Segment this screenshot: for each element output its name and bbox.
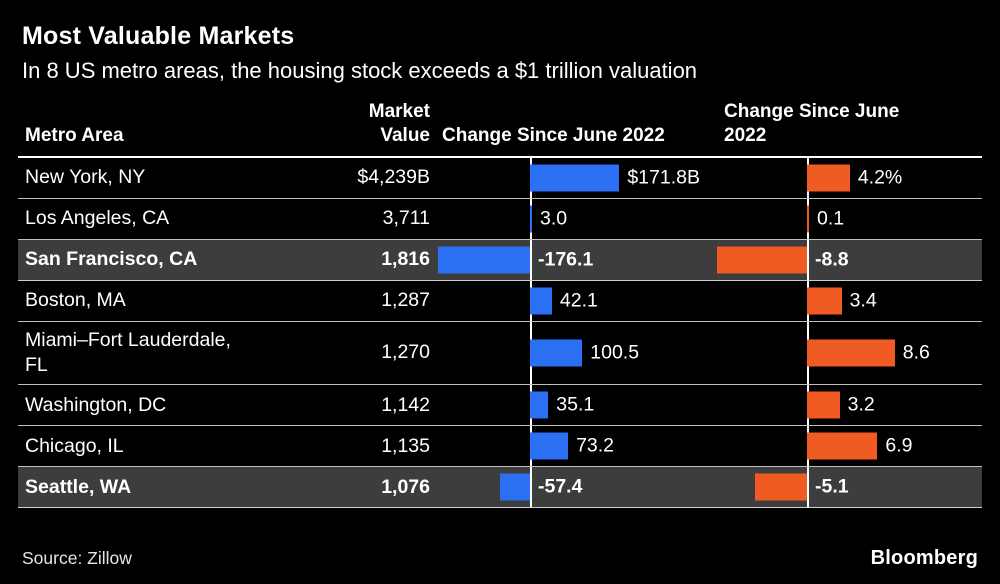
percent-change-bar (807, 432, 878, 460)
table-row: Chicago, IL 1,135 73.2 6.9 (18, 426, 982, 468)
percent-change-cell: 3.4 (702, 280, 982, 321)
percent-change-cell: -5.1 (702, 467, 982, 508)
col-header-market-value-line1: Market (368, 101, 430, 122)
market-value: 1,287 (381, 288, 430, 311)
dollar-change-cell: $171.8B (430, 157, 702, 198)
dollar-change-cell: 3.0 (430, 198, 702, 239)
dollar-change-cell: 42.1 (430, 280, 702, 321)
chart-header: Most Valuable Markets In 8 US metro area… (0, 0, 1000, 90)
bloomberg-logo: Bloomberg (870, 547, 978, 569)
col-header-metro-area: Metro Area (25, 125, 124, 147)
metro-label: San Francisco, CA (25, 247, 198, 270)
metro-label: Miami–Fort Lauderdale, FL (25, 328, 231, 376)
percent-change-label: 3.4 (849, 289, 877, 312)
percent-change-bar (807, 205, 809, 233)
percent-change-label: 3.2 (847, 393, 875, 416)
dollar-change-bar (530, 287, 552, 315)
chart: Most Valuable Markets In 8 US metro area… (0, 0, 1000, 569)
col-header-market-value-line2: Value (380, 125, 430, 147)
percent-change-bar (807, 339, 895, 367)
col-header-market-value: Market Value (318, 100, 430, 149)
market-value: 1,270 (381, 341, 430, 364)
col-header-dollar-change: Change Since June 2022 (442, 125, 665, 147)
dollar-change-cell: 100.5 (430, 321, 702, 385)
percent-change-bar (807, 287, 842, 315)
dollar-change-bar (530, 205, 532, 233)
table-row: Washington, DC 1,142 35.1 3.2 (18, 385, 982, 427)
dollar-change-label: 35.1 (556, 393, 595, 416)
chart-footer: Source: Zillow Bloomberg (22, 547, 978, 570)
chart-title: Most Valuable Markets (22, 22, 295, 50)
table-row: Boston, MA 1,287 42.1 3.4 (18, 280, 982, 322)
percent-change-cell: 3.2 (702, 385, 982, 426)
dollar-change-label: -57.4 (538, 475, 583, 498)
table-row: Miami–Fort Lauderdale, FL 1,270 100.5 8.… (18, 321, 982, 386)
percent-change-label: 6.9 (885, 434, 913, 457)
market-value: 1,135 (381, 434, 430, 457)
percent-change-label: -5.1 (815, 475, 849, 498)
data-table: Metro Area Market Value Change Since Jun… (18, 100, 982, 509)
metro-label: New York, NY (25, 165, 146, 188)
table-row: New York, NY $4,239B $171.8B 4.2% (18, 157, 982, 199)
market-value: 1,142 (381, 393, 430, 416)
percent-change-bar (717, 246, 807, 274)
table-row: Los Angeles, CA 3,711 3.0 0.1 (18, 198, 982, 240)
percent-change-label: 4.2% (857, 166, 903, 189)
percent-change-label: 8.6 (902, 341, 930, 364)
col-header-percent-change: Change Since June 2022 (724, 101, 900, 147)
market-value: $4,239B (357, 165, 430, 188)
dollar-change-cell: 73.2 (430, 426, 702, 467)
percent-change-cell: -8.8 (702, 239, 982, 280)
market-value: 1,816 (381, 247, 430, 270)
percent-change-bar (754, 473, 807, 501)
market-value: 3,711 (382, 206, 430, 229)
dollar-change-cell: 35.1 (430, 385, 702, 426)
dollar-change-label: -176.1 (538, 248, 594, 271)
dollar-change-label: 42.1 (559, 289, 598, 312)
chart-subtitle: In 8 US metro areas, the housing stock e… (22, 58, 698, 83)
metro-label: Los Angeles, CA (25, 206, 170, 229)
table-row: Seattle, WA 1,076 -57.4 -5.1 (18, 467, 982, 509)
dollar-change-label: $171.8B (627, 166, 700, 189)
dollar-change-bar (438, 246, 530, 274)
dollar-change-label: 73.2 (576, 434, 615, 457)
dollar-change-cell: -176.1 (430, 239, 702, 280)
percent-change-label: -8.8 (815, 248, 849, 271)
dollar-change-bar (530, 164, 620, 192)
percent-change-cell: 6.9 (702, 426, 982, 467)
metro-label: Chicago, IL (25, 434, 124, 457)
market-value: 1,076 (381, 475, 430, 498)
metro-label: Seattle, WA (25, 475, 132, 498)
source-label: Source: Zillow (22, 548, 132, 568)
metro-label: Washington, DC (25, 393, 167, 416)
percent-change-cell: 4.2% (702, 157, 982, 198)
dollar-change-label: 100.5 (590, 341, 640, 364)
percent-change-cell: 8.6 (702, 321, 982, 385)
dollar-change-bar (530, 391, 549, 419)
dollar-change-cell: -57.4 (430, 467, 702, 508)
percent-change-cell: 0.1 (702, 198, 982, 239)
table-body: New York, NY $4,239B $171.8B 4.2% Los An… (18, 157, 982, 509)
dollar-change-bar (500, 473, 530, 501)
percent-change-label: 0.1 (817, 207, 845, 230)
dollar-change-label: 3.0 (540, 207, 568, 230)
percent-change-bar (807, 391, 840, 419)
table-row: San Francisco, CA 1,816 -176.1 -8.8 (18, 239, 982, 281)
percent-change-bar (807, 164, 850, 192)
table-header: Metro Area Market Value Change Since Jun… (18, 100, 982, 158)
dollar-change-bar (530, 339, 583, 367)
metro-label: Boston, MA (25, 288, 126, 311)
dollar-change-bar (530, 432, 569, 460)
